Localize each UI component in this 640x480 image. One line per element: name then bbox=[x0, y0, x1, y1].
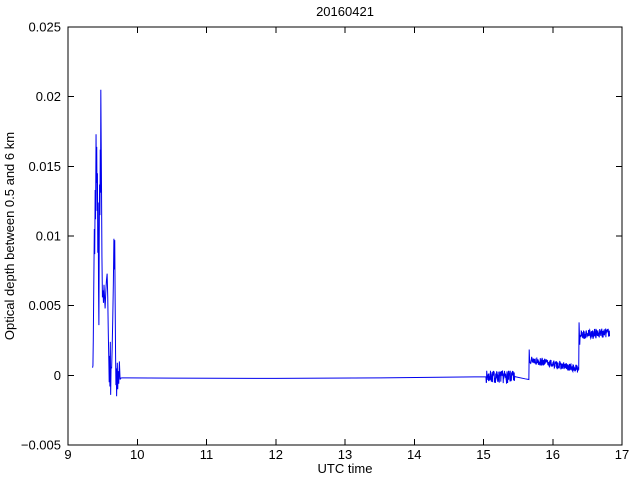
y-tick-label: 0.005 bbox=[28, 298, 61, 313]
x-tick-label: 14 bbox=[407, 447, 421, 462]
data-line bbox=[92, 89, 611, 397]
x-tick-label: 16 bbox=[546, 447, 560, 462]
axis-ticks bbox=[67, 26, 623, 446]
x-tick-label: 11 bbox=[200, 447, 214, 462]
x-tick-label: 13 bbox=[338, 447, 352, 462]
x-tick-label: 12 bbox=[269, 447, 283, 462]
y-tick-label: 0.02 bbox=[36, 89, 61, 104]
chart-title: 20160421 bbox=[316, 4, 374, 19]
x-tick-label: 10 bbox=[130, 447, 144, 462]
y-tick-label: 0.025 bbox=[28, 20, 61, 35]
y-tick-label: 0.01 bbox=[36, 229, 61, 244]
x-tick-label: 15 bbox=[476, 447, 490, 462]
y-tick-label: 0.015 bbox=[28, 159, 61, 174]
y-tick-label: 0 bbox=[54, 368, 61, 383]
data-series bbox=[92, 89, 611, 397]
axis-tick-labels: 9 10 11 12 13 14 15 16 17 −0.005 0 0.005 0.01 0.015 0.… bbox=[21, 20, 629, 463]
x-tick-label: 9 bbox=[64, 447, 71, 462]
x-tick-label: 17 bbox=[615, 447, 629, 462]
y-tick-label: −0.005 bbox=[21, 438, 61, 453]
y-axis-label: Optical depth between 0.5 and 6 km bbox=[2, 132, 17, 340]
x-axis-label: UTC time bbox=[318, 461, 373, 476]
